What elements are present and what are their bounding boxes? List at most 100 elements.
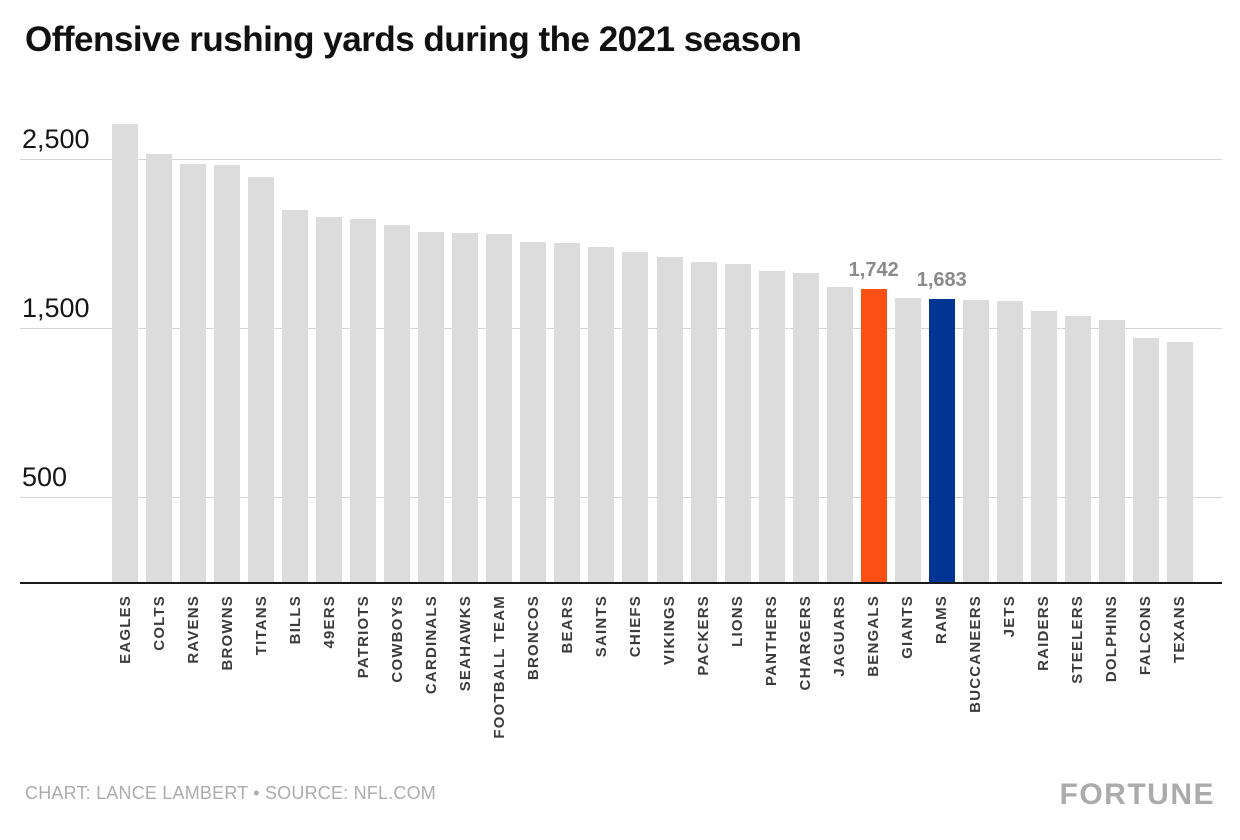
bar-chargers: [792, 273, 819, 583]
x-label-cell-saints: SAINTS: [588, 595, 614, 657]
bars-row: 1,742 1,683: [112, 108, 1193, 583]
x-label-jaguars: JAGUARS: [831, 595, 849, 677]
x-label-titans: TITANS: [252, 595, 270, 656]
x-label-cell-panthers: PANTHERS: [759, 595, 785, 686]
x-label-panthers: PANTHERS: [763, 595, 781, 686]
x-label-rams: RAMS: [933, 595, 951, 644]
bar-col-bills: [282, 108, 309, 583]
x-label-cell-patriots: PATRIOTS: [350, 595, 376, 678]
bar-col-bears: [554, 108, 581, 583]
x-label-cell-49ers: 49ERS: [316, 595, 342, 649]
x-label-cell-seahawks: SEAHAWKS: [452, 595, 478, 691]
x-label-cell-giants: GIANTS: [895, 595, 921, 659]
bar-jaguars: [826, 287, 853, 583]
bar-panthers: [758, 271, 785, 583]
bar-col-chiefs: [622, 108, 649, 583]
plot-area: 500 1,500 2,500 1,742 1,683 EAGLES COLTS RAVE…: [20, 100, 1222, 739]
x-label-falcons: FALCONS: [1137, 595, 1155, 676]
x-label-chiefs: CHIEFS: [626, 595, 644, 658]
bar-col-giants: [894, 108, 921, 583]
bar-cowboys: [384, 225, 411, 583]
x-axis-line: [20, 582, 1222, 584]
bar-colts: [146, 154, 173, 583]
x-label-cell-texans: TEXANS: [1167, 595, 1193, 663]
bar-buccaneers: [962, 300, 989, 583]
bar-col-packers: [690, 108, 717, 583]
x-label-cell-jaguars: JAGUARS: [827, 595, 853, 677]
x-label-football-team: FOOTBALL TEAM: [490, 595, 508, 739]
x-label-colts: COLTS: [150, 595, 168, 651]
x-label-bills: BILLS: [286, 595, 304, 645]
bar-col-browns: [214, 108, 241, 583]
bar-col-seahawks: [452, 108, 479, 583]
bar-bears: [554, 243, 581, 583]
x-label-browns: BROWNS: [218, 595, 236, 671]
x-label-cell-bills: BILLS: [282, 595, 308, 644]
x-label-chargers: CHARGERS: [797, 595, 815, 691]
bar-dolphins: [1098, 320, 1125, 583]
bar-col-broncos: [520, 108, 547, 583]
bar-bengals: [860, 289, 887, 583]
bar-col-panthers: [758, 108, 785, 583]
x-label-cell-bengals: BENGALS: [861, 595, 887, 677]
bar-ravens: [180, 164, 207, 583]
bar-col-texans: [1166, 108, 1193, 583]
x-label-cell-chargers: CHARGERS: [793, 595, 819, 690]
bar-col-patriots: [350, 108, 377, 583]
bar-col-vikings: [656, 108, 683, 583]
bar-chiefs: [622, 252, 649, 583]
bar-col-saints: [588, 108, 615, 583]
x-label-ravens: RAVENS: [184, 595, 202, 664]
bar-football-team: [486, 234, 513, 583]
bar-col-lions: [724, 108, 751, 583]
x-label-cell-eagles: EAGLES: [112, 595, 138, 664]
bar-browns: [214, 165, 241, 583]
x-label-seahawks: SEAHAWKS: [456, 595, 474, 692]
bar-jets: [996, 301, 1023, 583]
chart-title: Offensive rushing yards during the 2021 …: [25, 20, 802, 59]
bar-col-falcons: [1132, 108, 1159, 583]
bar-col-chargers: [792, 108, 819, 583]
x-label-cell-colts: COLTS: [146, 595, 172, 651]
bar-col-eagles: [112, 108, 138, 583]
gridline-2500: [20, 159, 1222, 160]
bar-col-49ers: [316, 108, 343, 583]
x-label-cell-buccaneers: BUCCANEERS: [963, 595, 989, 713]
x-label-cardinals: CARDINALS: [422, 595, 440, 695]
x-label-cowboys: COWBOYS: [388, 595, 406, 683]
x-label-buccaneers: BUCCANEERS: [967, 595, 985, 713]
x-label-texans: TEXANS: [1171, 595, 1189, 664]
x-label-bears: BEARS: [558, 595, 576, 654]
bar-vikings: [656, 257, 683, 583]
x-label-cell-jets: JETS: [997, 595, 1023, 637]
x-label-raiders: RAIDERS: [1035, 595, 1053, 671]
bar-col-ravens: [180, 108, 207, 583]
x-label-eagles: EAGLES: [116, 595, 134, 664]
bar-falcons: [1132, 338, 1159, 583]
bar-cardinals: [418, 232, 445, 583]
x-label-cell-steelers: STEELERS: [1065, 595, 1091, 684]
x-label-jets: JETS: [1001, 595, 1019, 638]
x-label-broncos: BRONCOS: [524, 595, 542, 681]
x-label-lions: LIONS: [729, 595, 747, 647]
bar-titans: [248, 177, 275, 583]
bar-col-titans: [248, 108, 275, 583]
fortune-logo: FORTUNE: [1059, 778, 1215, 811]
credit-line: CHART: LANCE LAMBERT • SOURCE: NFL.COM: [25, 783, 436, 803]
bar-giants: [894, 298, 921, 583]
x-label-steelers: STEELERS: [1069, 595, 1087, 684]
bar-bills: [282, 210, 309, 583]
bar-col-cardinals: [418, 108, 445, 583]
gridline-500: [20, 497, 1222, 498]
bar-col-jets: [996, 108, 1023, 583]
x-label-cell-rams: RAMS: [929, 595, 955, 644]
x-label-cell-vikings: VIKINGS: [657, 595, 683, 665]
bar-col-rams: 1,683: [917, 108, 967, 583]
bar-col-jaguars: [826, 108, 853, 583]
x-label-saints: SAINTS: [592, 595, 610, 658]
bar-seahawks: [452, 233, 479, 583]
x-label-cell-chiefs: CHIEFS: [622, 595, 648, 657]
bar-steelers: [1064, 316, 1091, 583]
x-label-cell-raiders: RAIDERS: [1031, 595, 1057, 671]
